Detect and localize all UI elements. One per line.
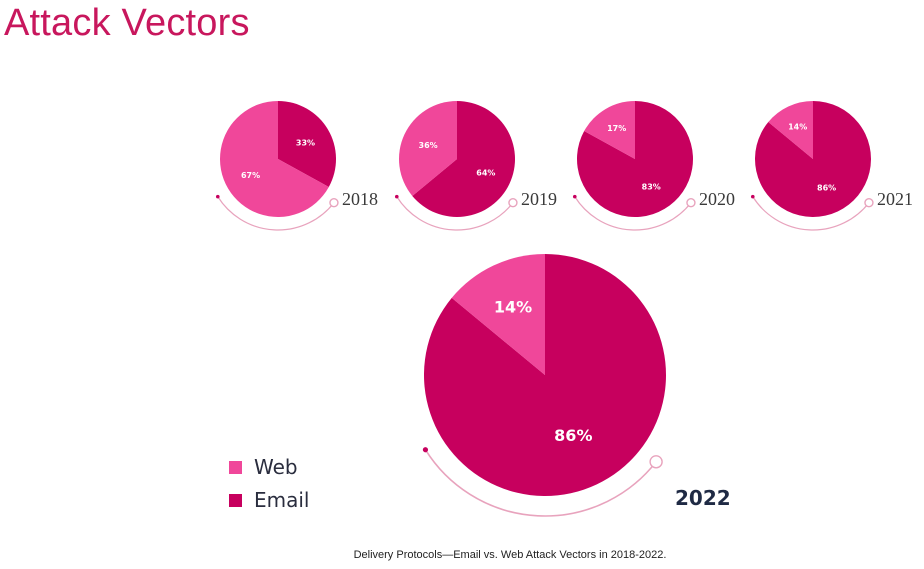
arc-start-dot [572, 194, 577, 199]
legend-item-email: Email [229, 485, 310, 515]
slice-label-web-2022: 14% [494, 298, 532, 317]
figure-caption: Delivery Protocols—Email vs. Web Attack … [353, 549, 667, 561]
arc-start-dot [422, 447, 429, 453]
arc-decoration [574, 196, 692, 231]
arc-decoration [752, 196, 870, 231]
arc-start-dot [750, 194, 755, 199]
slice-label-email-2018: 33% [296, 139, 315, 148]
legend-swatch-web [229, 460, 242, 474]
arc-end-ring [329, 198, 339, 208]
slice-web-2020 [584, 101, 635, 159]
slice-label-email-2022: 86% [554, 426, 592, 445]
slice-label-email-2020: 83% [642, 182, 661, 191]
slice-web-2019 [399, 101, 457, 196]
arc-start-dot [394, 194, 399, 199]
slice-label-web-2021: 14% [788, 122, 807, 131]
slice-web-2022 [451, 254, 545, 375]
year-label-2020: 2020 [699, 189, 735, 209]
slice-label-web-2019: 36% [419, 141, 438, 150]
pie-2022: 86% 14% 2022 [422, 254, 731, 517]
arc-decoration [396, 196, 514, 231]
page-title: Attack Vectors [4, 2, 250, 44]
arc-end-ring [686, 198, 696, 208]
arc-end-ring [508, 198, 518, 208]
slice-label-web-2020: 17% [607, 124, 626, 133]
slice-email-2019 [412, 101, 516, 218]
arc-start-dot [215, 194, 220, 199]
legend-label-web: Web [254, 455, 298, 479]
legend-label-email: Email [254, 488, 310, 512]
arc-decoration [217, 196, 335, 231]
slice-label-email-2019: 64% [476, 168, 495, 177]
slice-email-2022 [423, 254, 666, 496]
pie-2018: 33% 67% 2018 [215, 101, 378, 231]
chart-legend: Web Email [229, 452, 310, 518]
slice-email-2018 [278, 101, 336, 187]
pie-2019: 64% 36% 2019 [394, 101, 557, 231]
year-label-2021: 2021 [877, 189, 913, 209]
year-label-2018: 2018 [342, 189, 378, 209]
slice-web-2021 [768, 101, 813, 159]
pie-2021: 86% 14% 2021 [750, 101, 913, 231]
slice-label-email-2021: 86% [817, 184, 836, 193]
legend-swatch-email [229, 493, 242, 507]
arc-end-ring [864, 198, 874, 208]
slice-label-web-2018: 67% [241, 171, 260, 180]
year-label-2019: 2019 [521, 189, 557, 209]
slice-web-2018 [219, 101, 329, 218]
arc-end-ring [649, 455, 663, 469]
slice-email-2020 [576, 101, 693, 217]
arc-decoration [424, 449, 657, 517]
legend-item-web: Web [229, 452, 310, 482]
year-label-2022: 2022 [675, 486, 731, 510]
pie-2020: 83% 17% 2020 [572, 101, 735, 231]
